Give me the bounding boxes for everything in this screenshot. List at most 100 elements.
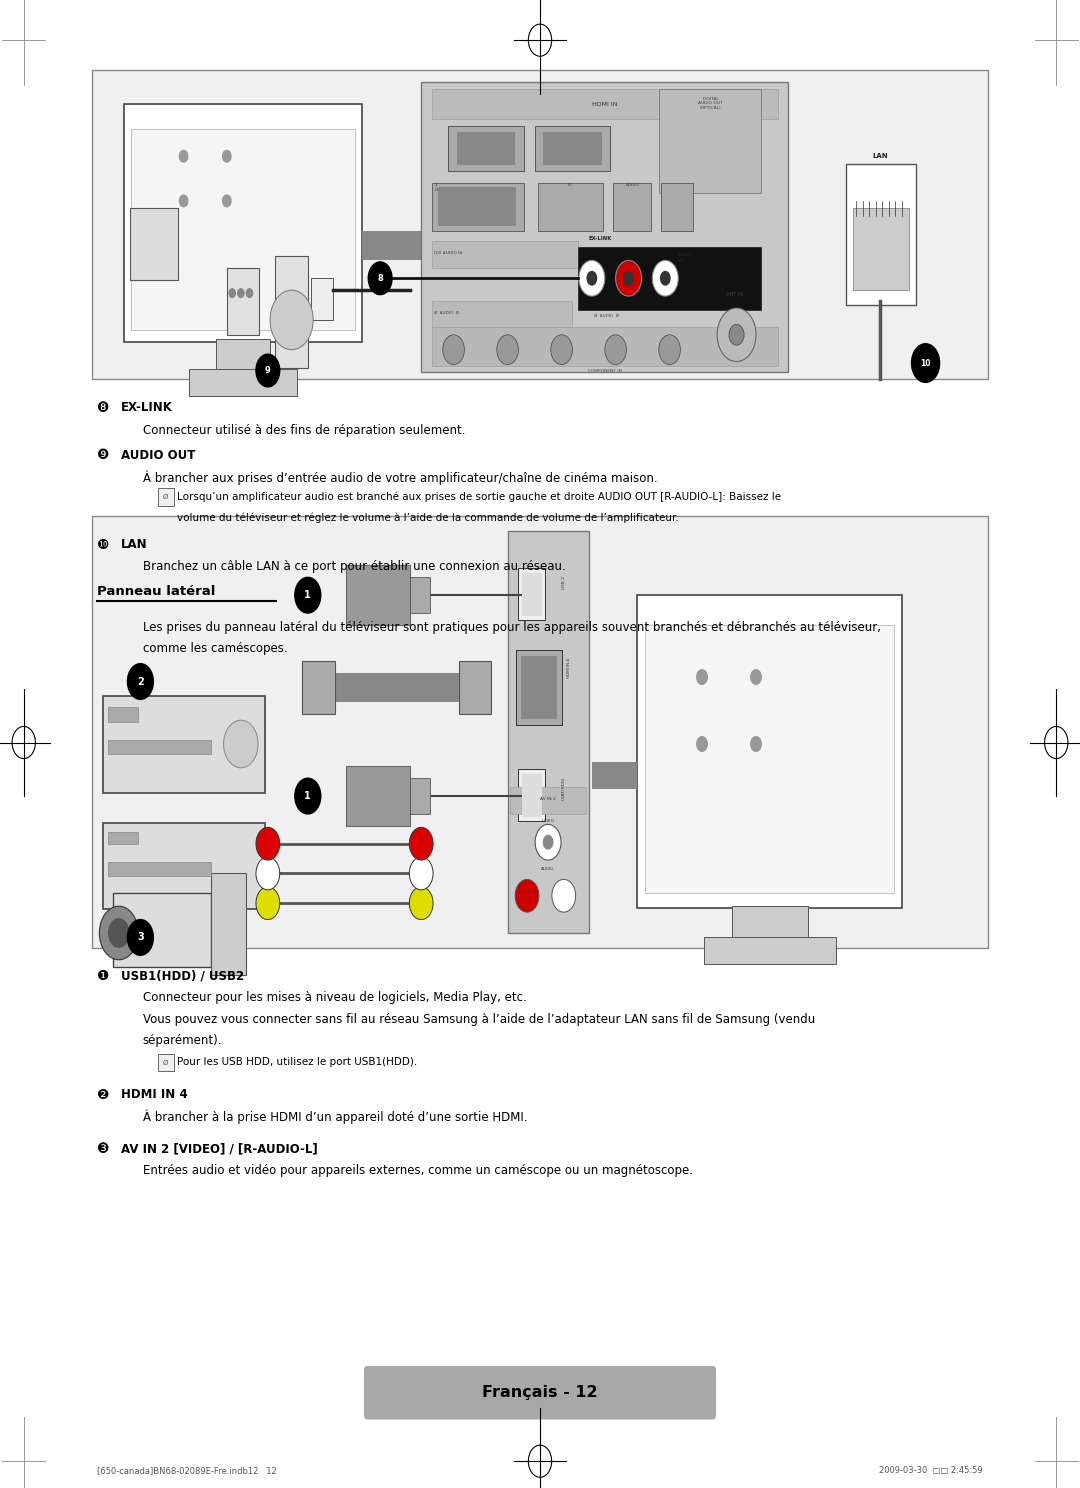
Bar bbox=[103, 823, 265, 909]
Text: 3: 3 bbox=[137, 933, 144, 942]
Circle shape bbox=[717, 308, 756, 362]
Bar bbox=[92, 516, 988, 948]
Bar bbox=[421, 82, 788, 372]
Bar bbox=[113, 893, 211, 967]
Text: séparément).: séparément). bbox=[143, 1034, 222, 1048]
Bar bbox=[131, 129, 355, 330]
Bar bbox=[346, 565, 410, 625]
Bar bbox=[432, 183, 524, 231]
Text: AUDIO: AUDIO bbox=[541, 868, 555, 870]
Text: Ø: Ø bbox=[163, 1059, 168, 1065]
Bar bbox=[522, 774, 542, 817]
Circle shape bbox=[659, 335, 680, 365]
Text: LAN: LAN bbox=[873, 153, 888, 159]
Bar bbox=[211, 873, 246, 975]
Text: ●: ● bbox=[562, 878, 566, 884]
Text: À brancher aux prises d’entrée audio de votre amplificateur/chaîne de cinéma mai: À brancher aux prises d’entrée audio de … bbox=[143, 470, 658, 485]
Circle shape bbox=[660, 271, 671, 286]
Text: AUDIO: AUDIO bbox=[626, 183, 639, 187]
Text: comme les caméscopes.: comme les caméscopes. bbox=[143, 643, 287, 655]
Circle shape bbox=[535, 824, 562, 860]
Text: LAN: LAN bbox=[121, 539, 148, 551]
Bar bbox=[543, 132, 602, 165]
Text: Pour les USB HDD, utilisez le port USB1(HDD).: Pour les USB HDD, utilisez le port USB1(… bbox=[177, 1058, 417, 1067]
Circle shape bbox=[127, 664, 153, 699]
Text: Ø  AUDIO  Ø: Ø AUDIO Ø bbox=[594, 314, 619, 317]
Text: Les prises du panneau latéral du téléviseur sont pratiques pour les appareils so: Les prises du panneau latéral du télévis… bbox=[143, 622, 880, 634]
Text: Ø  AUDIO  Ø: Ø AUDIO Ø bbox=[434, 311, 459, 314]
Text: Français - 12: Français - 12 bbox=[482, 1385, 598, 1400]
Bar bbox=[578, 247, 761, 310]
Bar bbox=[457, 132, 515, 165]
Text: ●: ● bbox=[525, 878, 529, 884]
Text: À brancher à la prise HDMI d’un appareil doté d’une sortie HDMI.: À brancher à la prise HDMI d’un appareil… bbox=[143, 1109, 527, 1123]
Text: Entrées audio et vidéo pour appareils externes, comme un caméscope ou un magnéto: Entrées audio et vidéo pour appareils ex… bbox=[143, 1164, 692, 1177]
Bar bbox=[346, 766, 410, 826]
Text: ❿: ❿ bbox=[97, 537, 110, 552]
Text: 2: 2 bbox=[137, 677, 144, 686]
Bar bbox=[518, 769, 545, 821]
Bar bbox=[661, 183, 693, 231]
Bar bbox=[538, 183, 603, 231]
Bar bbox=[189, 369, 297, 396]
Circle shape bbox=[222, 150, 231, 162]
Bar bbox=[637, 595, 902, 908]
Circle shape bbox=[623, 271, 634, 286]
Bar bbox=[432, 327, 778, 366]
Text: HDMI IN: HDMI IN bbox=[592, 101, 618, 107]
Circle shape bbox=[605, 335, 626, 365]
Circle shape bbox=[409, 887, 433, 920]
Text: ❽: ❽ bbox=[97, 400, 110, 415]
Text: ❶: ❶ bbox=[97, 969, 110, 984]
Text: USB 2: USB 2 bbox=[562, 576, 566, 589]
Text: VIDEO: VIDEO bbox=[541, 820, 555, 823]
Circle shape bbox=[99, 906, 138, 960]
Circle shape bbox=[515, 879, 539, 912]
Bar bbox=[108, 832, 138, 844]
Circle shape bbox=[256, 887, 280, 920]
Text: ❷: ❷ bbox=[97, 1088, 110, 1101]
Text: AUDIO OUT: AUDIO OUT bbox=[121, 449, 195, 461]
Text: Vous pouvez vous connecter sans fil au réseau Samsung à l’aide de l’adaptateur L: Vous pouvez vous connecter sans fil au r… bbox=[143, 1013, 814, 1025]
Bar bbox=[448, 126, 524, 171]
Bar bbox=[732, 906, 808, 940]
Circle shape bbox=[542, 835, 553, 850]
Text: 2009-03-30  □□ 2:45:59: 2009-03-30 □□ 2:45:59 bbox=[879, 1466, 983, 1475]
Text: [650-canada]BN68-02089E-Fre.indb12   12: [650-canada]BN68-02089E-Fre.indb12 12 bbox=[97, 1466, 276, 1475]
Bar bbox=[158, 488, 174, 506]
Circle shape bbox=[238, 289, 244, 298]
Circle shape bbox=[652, 260, 678, 296]
Bar bbox=[853, 208, 909, 290]
Bar bbox=[227, 268, 259, 335]
Bar bbox=[459, 661, 491, 714]
Bar bbox=[432, 301, 572, 327]
Text: HDMI IN 4: HDMI IN 4 bbox=[121, 1088, 188, 1101]
Bar bbox=[645, 625, 894, 893]
Bar bbox=[704, 937, 836, 964]
Bar bbox=[508, 531, 589, 933]
Circle shape bbox=[579, 260, 605, 296]
Bar bbox=[410, 577, 430, 613]
Circle shape bbox=[224, 720, 258, 768]
Text: DVI AUDIO IN: DVI AUDIO IN bbox=[434, 251, 463, 254]
Circle shape bbox=[368, 262, 392, 295]
Bar bbox=[130, 208, 178, 280]
Text: DIGITAL
AUDIO OUT
(OPTICAL): DIGITAL AUDIO OUT (OPTICAL) bbox=[699, 97, 723, 110]
Bar bbox=[432, 89, 778, 119]
Text: Panneau latéral: Panneau latéral bbox=[97, 585, 216, 598]
Text: 1
DVI: 1 DVI bbox=[434, 183, 442, 192]
Text: PC: PC bbox=[567, 183, 573, 187]
Bar bbox=[103, 696, 265, 793]
Text: Connecteur pour les mises à niveau de logiciels, Media Play, etc.: Connecteur pour les mises à niveau de lo… bbox=[143, 991, 526, 1004]
Text: 9: 9 bbox=[265, 366, 271, 375]
Text: USB1(HDD): USB1(HDD) bbox=[562, 777, 566, 801]
Circle shape bbox=[108, 918, 130, 948]
Bar bbox=[302, 661, 335, 714]
Text: Ø: Ø bbox=[163, 494, 168, 500]
Text: EX-LINK: EX-LINK bbox=[589, 237, 612, 241]
Circle shape bbox=[295, 577, 321, 613]
Circle shape bbox=[270, 290, 313, 350]
Text: 10: 10 bbox=[920, 359, 931, 368]
Bar bbox=[158, 1054, 174, 1071]
Text: AUDIO
OUT: AUDIO OUT bbox=[678, 253, 692, 262]
